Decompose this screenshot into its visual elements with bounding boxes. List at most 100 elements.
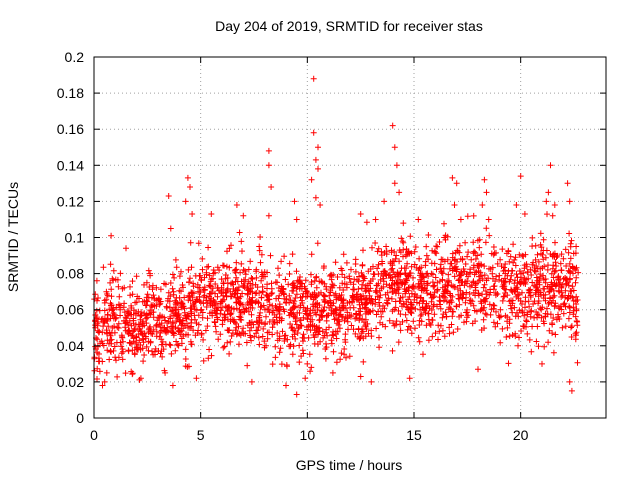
data-point xyxy=(388,247,395,254)
data-point xyxy=(561,300,568,307)
data-point xyxy=(334,328,341,335)
data-point xyxy=(555,311,561,318)
y-tick-label: 0 xyxy=(76,410,84,426)
data-point xyxy=(226,245,233,252)
y-tick-label: 0.12 xyxy=(57,193,84,209)
data-point xyxy=(242,268,248,274)
data-point xyxy=(521,312,528,319)
data-point xyxy=(242,271,249,278)
data-point xyxy=(411,261,418,268)
data-point xyxy=(464,253,471,260)
data-point xyxy=(115,301,122,308)
data-point xyxy=(104,347,111,354)
data-point xyxy=(449,293,456,300)
data-point xyxy=(503,250,510,257)
data-point xyxy=(448,321,455,328)
data-point xyxy=(323,329,330,336)
data-point xyxy=(278,361,285,368)
data-point xyxy=(475,292,482,299)
data-point xyxy=(542,254,549,261)
data-point xyxy=(290,327,296,334)
data-point xyxy=(240,212,247,219)
data-point xyxy=(279,285,286,292)
data-point xyxy=(388,266,395,273)
data-point xyxy=(350,286,356,293)
data-point xyxy=(310,75,317,82)
y-axis-label: SRMTID / TECUs xyxy=(5,182,21,292)
data-point xyxy=(235,298,242,305)
data-point xyxy=(293,291,300,298)
data-point xyxy=(470,212,477,219)
data-point xyxy=(566,276,573,283)
data-point xyxy=(374,293,381,300)
data-point xyxy=(543,198,550,205)
data-point xyxy=(192,316,198,323)
data-point xyxy=(430,283,437,290)
data-point xyxy=(491,283,498,289)
data-point xyxy=(542,310,549,317)
data-point xyxy=(167,293,174,300)
data-point xyxy=(252,290,259,297)
data-point xyxy=(548,270,555,277)
data-point xyxy=(172,256,179,263)
data-point xyxy=(552,302,559,309)
data-point xyxy=(247,332,253,339)
data-point xyxy=(406,375,413,382)
data-point xyxy=(535,287,542,294)
data-point xyxy=(456,301,463,308)
data-point xyxy=(112,276,119,283)
data-point xyxy=(297,302,304,309)
data-point xyxy=(146,284,153,290)
data-point xyxy=(472,282,479,289)
chart-title: Day 204 of 2019, SRMTID for receiver sta… xyxy=(215,18,483,34)
data-point xyxy=(199,266,206,273)
data-point xyxy=(362,322,369,329)
data-point xyxy=(459,295,466,302)
data-point xyxy=(227,310,233,317)
data-point xyxy=(451,202,458,208)
data-point xyxy=(553,254,560,261)
data-point xyxy=(481,304,488,311)
data-point xyxy=(519,308,526,314)
data-point xyxy=(544,305,550,312)
data-point xyxy=(562,287,569,294)
data-point xyxy=(108,293,115,300)
data-point xyxy=(376,334,382,341)
data-point xyxy=(436,297,443,304)
data-point xyxy=(437,265,444,272)
data-point xyxy=(186,363,192,370)
data-point xyxy=(194,296,201,303)
data-point xyxy=(378,248,385,255)
data-point xyxy=(346,298,353,305)
data-point xyxy=(553,281,560,288)
data-point xyxy=(340,251,347,258)
data-point xyxy=(489,270,496,277)
data-point xyxy=(534,323,541,330)
data-point xyxy=(260,325,267,332)
data-point xyxy=(423,305,430,312)
data-point xyxy=(454,247,461,254)
data-point xyxy=(186,279,192,286)
data-point xyxy=(166,304,173,311)
data-point xyxy=(483,277,490,284)
data-point xyxy=(124,308,131,315)
data-point xyxy=(175,325,182,332)
data-point xyxy=(340,287,347,293)
data-point xyxy=(278,258,285,265)
data-point xyxy=(111,343,118,350)
data-point xyxy=(107,348,114,354)
data-point xyxy=(506,298,513,305)
data-point xyxy=(419,298,426,305)
data-point xyxy=(436,239,443,245)
data-point xyxy=(367,308,374,315)
data-point xyxy=(530,301,537,307)
data-point xyxy=(526,336,533,343)
data-point xyxy=(392,290,399,297)
data-point xyxy=(502,286,509,293)
data-point xyxy=(311,289,318,296)
data-point xyxy=(184,174,191,181)
data-point xyxy=(238,238,245,245)
data-point xyxy=(145,329,152,336)
data-point xyxy=(143,320,150,327)
data-point xyxy=(233,331,240,338)
